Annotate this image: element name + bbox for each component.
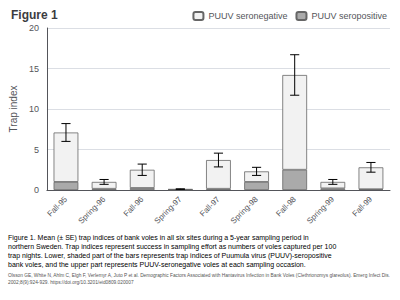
svg-text:10: 10 xyxy=(29,104,39,114)
svg-text:Fall-96: Fall-96 xyxy=(122,194,146,218)
svg-text:5: 5 xyxy=(34,145,39,155)
svg-text:trap nights. Lower, shaded par: trap nights. Lower, shaded part of the b… xyxy=(8,252,332,260)
svg-text:Olsson GE, White N, Ahlm C, El: Olsson GE, White N, Ahlm C, Elgh F, Verl… xyxy=(8,273,390,278)
svg-text:Fall-95: Fall-95 xyxy=(46,194,70,218)
svg-text:Figure 1: Figure 1 xyxy=(11,8,58,22)
svg-text:Fall-97: Fall-97 xyxy=(198,194,222,218)
svg-text:15: 15 xyxy=(29,64,39,74)
svg-text:Spring-99: Spring-99 xyxy=(305,194,336,225)
svg-text:PUUV seropositive: PUUV seropositive xyxy=(311,11,387,21)
svg-text:Spring-96: Spring-96 xyxy=(76,194,107,225)
svg-text:PUUV seronegative: PUUV seronegative xyxy=(208,11,287,21)
svg-text:bank voles, and the upper part: bank voles, and the upper part represent… xyxy=(8,261,306,269)
svg-text:0: 0 xyxy=(34,185,39,195)
svg-text:20: 20 xyxy=(29,23,39,33)
svg-text:Spring-98: Spring-98 xyxy=(229,194,260,225)
svg-text:Spring-97: Spring-97 xyxy=(153,194,184,225)
svg-text:Figure 1. Mean (± SE) trap ind: Figure 1. Mean (± SE) trap indices of ba… xyxy=(8,234,309,242)
svg-text:northern Sweden. Trap indices: northern Sweden. Trap indices represent … xyxy=(8,243,336,251)
svg-text:Fall-99: Fall-99 xyxy=(350,194,374,218)
svg-text:2002;8(9):924-929. https://doi: 2002;8(9):924-929. https://doi.org/10.32… xyxy=(8,280,134,285)
svg-text:Trap index: Trap index xyxy=(8,86,19,133)
svg-text:Fall-98: Fall-98 xyxy=(274,194,298,218)
